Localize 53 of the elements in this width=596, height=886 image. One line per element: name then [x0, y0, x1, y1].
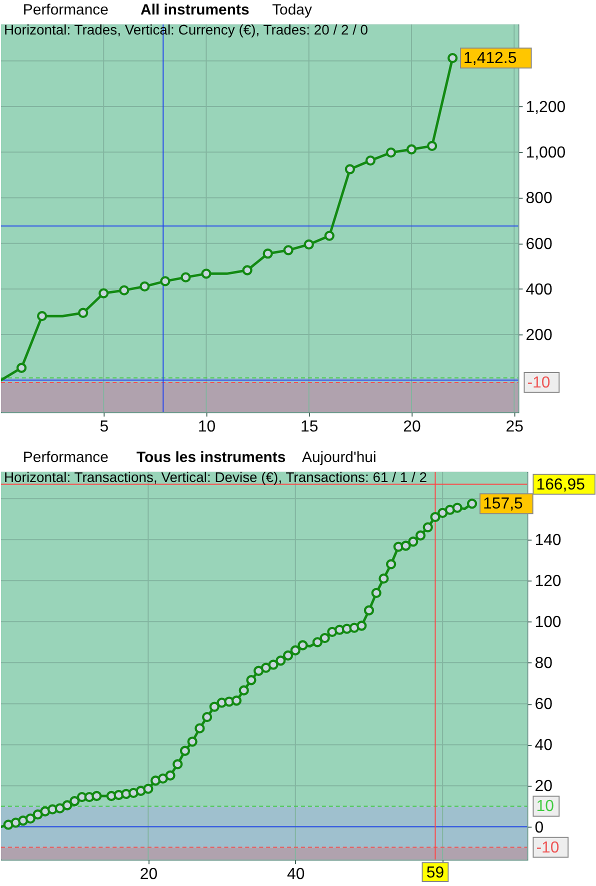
point: [386, 147, 396, 158]
point: [160, 276, 170, 286]
text: Aujourd'hui: [302, 448, 376, 466]
y-tick-label: 800: [526, 190, 552, 208]
y-tick-label: 0: [534, 819, 544, 836]
point: [262, 248, 273, 259]
y-tick-label: 60: [534, 696, 553, 714]
point: [16, 362, 27, 373]
text: All instruments: [140, 1, 250, 18]
chart-title: Performance: [22, 1, 108, 18]
x-tick-label: 15: [300, 418, 318, 436]
text: Today: [272, 1, 312, 18]
text: Tous les instruments: [136, 448, 286, 466]
ref-line-label: 166,95: [536, 476, 586, 494]
point: [283, 245, 294, 256]
point: [406, 144, 417, 154]
x-tick-label: 5: [100, 418, 109, 436]
ref-line-label: 59: [426, 864, 444, 882]
data-label: 1,412.5: [464, 50, 517, 68]
x-tick-label: 10: [198, 418, 216, 436]
point: [447, 52, 458, 64]
chart-subtitle: Horizontal: Transactions, Vertical: Devise (€), Transactions: 61 / 1 / 2: [4, 468, 428, 485]
y-tick-label: 600: [526, 236, 552, 253]
y-tick-label: 80: [534, 655, 553, 672]
y-tick-label: 200: [526, 327, 552, 344]
y-tick-label: 400: [526, 281, 552, 298]
y-tick-label: 100: [534, 614, 562, 632]
point: [201, 268, 212, 279]
point: [98, 288, 109, 298]
ref-line-label: -10: [536, 839, 560, 856]
ref-line-label: -10: [527, 374, 550, 392]
y-tick-label: 1,000: [526, 144, 566, 162]
y-tick-label: 140: [534, 532, 562, 550]
x-tick-label: 20: [403, 418, 422, 436]
point: [324, 230, 335, 241]
point: [242, 265, 252, 276]
point: [78, 308, 88, 318]
data-label: 157,5: [482, 496, 524, 513]
point: [140, 281, 150, 292]
y-tick-label: 120: [534, 573, 562, 590]
point: [180, 272, 191, 282]
point: [365, 155, 376, 166]
y-tick-label: 40: [534, 737, 553, 754]
y-tick-label: 1,200: [526, 98, 566, 116]
point: [119, 285, 130, 296]
point: [344, 164, 356, 174]
chart-title: Performance: [22, 448, 108, 466]
point: [304, 239, 314, 250]
x-tick-label: 25: [506, 418, 524, 436]
y-tick-label: 20: [534, 778, 553, 796]
point: [36, 311, 48, 322]
point: [426, 140, 438, 152]
ref-line-label: 10: [536, 798, 554, 816]
